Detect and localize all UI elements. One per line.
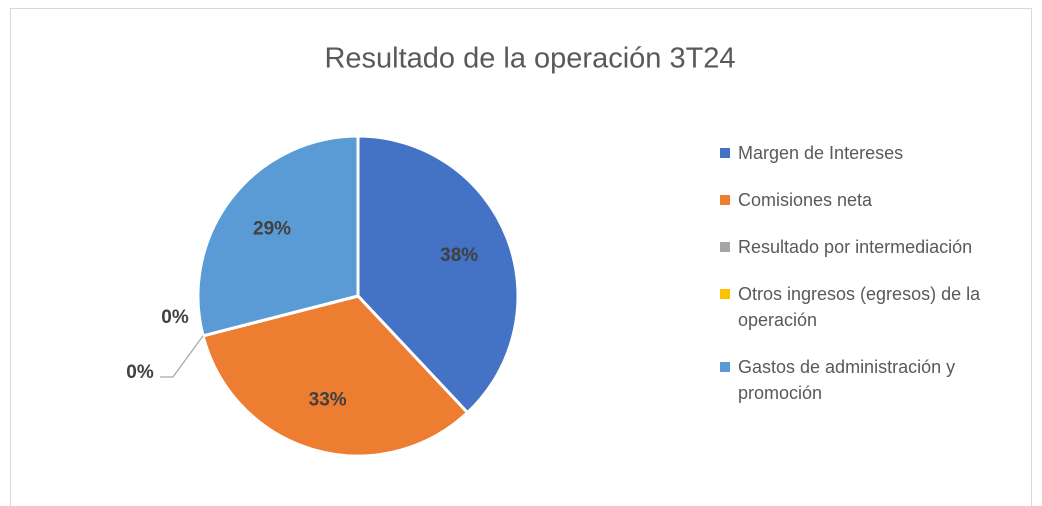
legend-label: Otros ingresos (egresos) de la operación [738,284,981,330]
legend-item: Resultado por intermediación [720,234,1030,260]
data-label: 29% [253,218,291,239]
leader-line [160,335,204,378]
pie-slice [201,294,470,458]
legend-label: Gastos de administración y promoción [738,357,956,403]
pie-slice [356,134,520,415]
legend-item: Otros ingresos (egresos) de la operación [720,281,1030,333]
pie-slice [196,134,360,338]
legend-label: Resultado por intermediación [738,237,973,257]
legend-label: Margen de Intereses [738,143,904,163]
legend-swatch [720,148,730,158]
legend: Margen de Intereses Comisiones neta Result… [720,140,1030,406]
legend-item: Margen de Intereses [720,140,1030,166]
chart-frame [10,8,1032,506]
legend-item: Comisiones neta [720,187,1030,213]
legend-swatch [720,362,730,372]
data-label: 38% [440,245,478,266]
legend-swatch [720,242,730,252]
data-label: 33% [309,389,347,410]
legend-label: Comisiones neta [738,190,873,210]
data-label: 0% [126,362,154,383]
chart-title: Resultado de la operación 3T24 [324,43,735,75]
data-label: 0% [161,307,189,328]
legend-swatch [720,195,730,205]
legend-item: Gastos de administración y promoción [720,354,1030,406]
legend-swatch [720,289,730,299]
